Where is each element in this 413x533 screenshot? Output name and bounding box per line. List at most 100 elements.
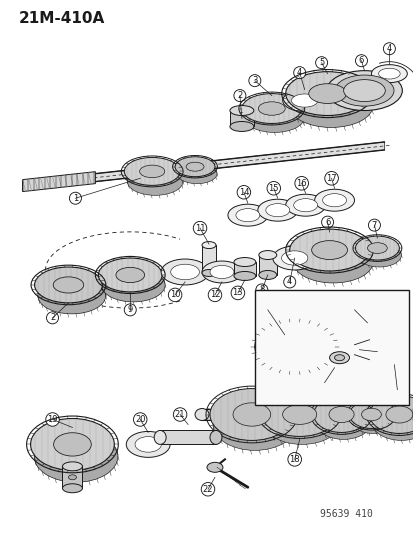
Ellipse shape — [62, 484, 82, 492]
Ellipse shape — [53, 277, 83, 293]
Text: 5: 5 — [318, 58, 323, 67]
Ellipse shape — [202, 261, 241, 283]
Text: 17: 17 — [325, 174, 336, 183]
Ellipse shape — [265, 204, 289, 217]
Ellipse shape — [124, 157, 180, 185]
Text: 15: 15 — [268, 184, 278, 193]
Text: 2: 2 — [237, 91, 242, 100]
Ellipse shape — [282, 405, 316, 424]
Ellipse shape — [313, 397, 368, 432]
Ellipse shape — [212, 399, 296, 450]
Ellipse shape — [254, 322, 334, 372]
Ellipse shape — [31, 418, 114, 470]
Ellipse shape — [209, 431, 221, 445]
Ellipse shape — [258, 270, 276, 279]
Ellipse shape — [357, 243, 401, 267]
Text: 3: 3 — [252, 76, 257, 85]
Ellipse shape — [349, 400, 392, 429]
Text: 21: 21 — [174, 410, 185, 419]
Text: 8: 8 — [259, 285, 264, 294]
Ellipse shape — [291, 94, 317, 107]
Ellipse shape — [272, 333, 316, 360]
Text: 4: 4 — [286, 278, 292, 286]
Ellipse shape — [62, 462, 82, 471]
Ellipse shape — [154, 431, 166, 445]
Ellipse shape — [292, 241, 372, 283]
Ellipse shape — [257, 199, 297, 221]
Text: 21M-410A: 21M-410A — [19, 11, 104, 26]
Bar — [229, 110, 253, 126]
Text: 4: 4 — [297, 68, 301, 77]
Ellipse shape — [341, 321, 392, 353]
Ellipse shape — [139, 165, 164, 177]
Ellipse shape — [185, 162, 204, 171]
Ellipse shape — [161, 259, 209, 285]
Ellipse shape — [367, 243, 386, 254]
Ellipse shape — [244, 102, 304, 133]
Text: 18: 18 — [289, 455, 299, 464]
Ellipse shape — [202, 270, 216, 277]
Ellipse shape — [261, 393, 337, 437]
Ellipse shape — [355, 236, 399, 260]
Ellipse shape — [101, 268, 165, 302]
Bar — [258, 255, 276, 275]
Ellipse shape — [229, 122, 253, 132]
Text: 20: 20 — [135, 415, 145, 424]
Text: 95639 410: 95639 410 — [319, 509, 372, 519]
Ellipse shape — [263, 400, 339, 445]
Ellipse shape — [281, 251, 307, 265]
Ellipse shape — [285, 194, 325, 216]
Ellipse shape — [258, 102, 285, 115]
Ellipse shape — [177, 164, 216, 184]
Ellipse shape — [329, 352, 349, 364]
Ellipse shape — [126, 431, 170, 457]
Ellipse shape — [314, 189, 354, 211]
Text: 16: 16 — [296, 179, 306, 188]
Ellipse shape — [370, 64, 406, 83]
Polygon shape — [23, 172, 95, 191]
Ellipse shape — [361, 408, 380, 421]
Ellipse shape — [233, 403, 270, 426]
Bar — [254, 290, 408, 405]
Text: 23: 23 — [262, 305, 273, 314]
Ellipse shape — [322, 193, 346, 207]
Ellipse shape — [334, 354, 344, 361]
Text: 14: 14 — [238, 188, 249, 197]
Text: 7: 7 — [371, 221, 376, 230]
Text: 26: 26 — [391, 385, 402, 394]
Ellipse shape — [343, 329, 395, 361]
Text: 13: 13 — [232, 288, 242, 297]
Ellipse shape — [175, 157, 214, 176]
Ellipse shape — [343, 79, 385, 102]
Text: 9: 9 — [127, 305, 133, 314]
Ellipse shape — [233, 257, 255, 266]
Ellipse shape — [378, 68, 399, 79]
Ellipse shape — [54, 433, 91, 456]
Ellipse shape — [127, 167, 183, 195]
Ellipse shape — [170, 264, 199, 280]
Ellipse shape — [135, 437, 161, 452]
Ellipse shape — [263, 327, 325, 366]
Ellipse shape — [285, 71, 368, 116]
Text: 1: 1 — [73, 193, 78, 203]
Ellipse shape — [233, 271, 255, 280]
Ellipse shape — [202, 241, 216, 248]
Text: 19: 19 — [47, 415, 58, 424]
Ellipse shape — [289, 229, 368, 271]
Text: 10: 10 — [169, 290, 180, 300]
Text: 12: 12 — [209, 290, 220, 300]
Ellipse shape — [235, 208, 259, 222]
Ellipse shape — [385, 406, 412, 423]
Ellipse shape — [282, 90, 326, 111]
Ellipse shape — [34, 431, 118, 482]
Ellipse shape — [68, 475, 76, 480]
Bar — [233, 262, 255, 276]
Ellipse shape — [35, 267, 102, 303]
Bar — [202, 408, 231, 421]
Ellipse shape — [328, 407, 353, 423]
Ellipse shape — [206, 462, 223, 472]
Ellipse shape — [326, 71, 401, 110]
Ellipse shape — [38, 278, 105, 314]
Ellipse shape — [350, 406, 394, 433]
Bar — [160, 431, 216, 445]
